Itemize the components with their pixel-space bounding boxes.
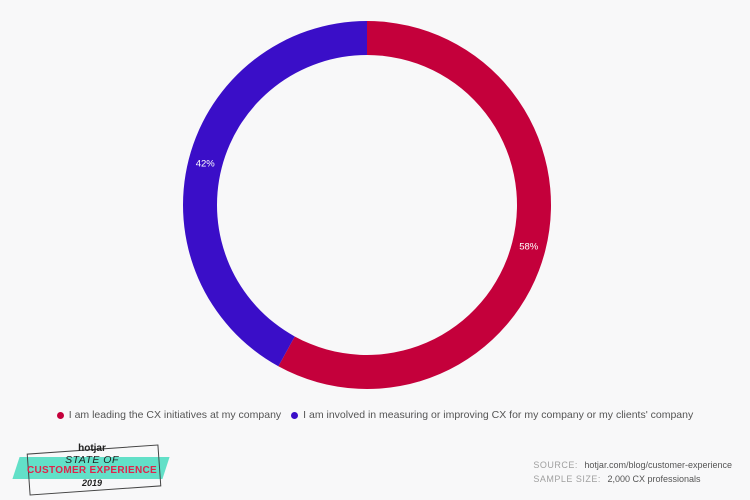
legend-dot-involved — [291, 411, 299, 419]
chart-meta: SOURCE: hotjar.com/blog/customer-experie… — [533, 458, 732, 486]
source-line: SOURCE: hotjar.com/blog/customer-experie… — [533, 458, 732, 472]
sample-size-value: 2,000 CX professionals — [607, 474, 701, 484]
slice-involved[interactable] — [183, 21, 367, 367]
sample-size-label: SAMPLE SIZE: — [533, 474, 601, 484]
legend-item-leading[interactable]: I am leading the CX initiatives at my co… — [56, 409, 282, 421]
donut-chart: 58% 42% — [183, 21, 552, 389]
sample-size-line: SAMPLE SIZE: 2,000 CX professionals — [533, 472, 732, 486]
source-value: hotjar.com/blog/customer-experience — [584, 460, 732, 470]
legend-dot-leading — [56, 411, 64, 419]
slice-label-involved: 42% — [196, 158, 216, 169]
slice-label-leading: 58% — [519, 242, 539, 253]
hotjar-report-badge: hotjar STATE OF CUSTOMER EXPERIENCE 2019 — [12, 443, 172, 496]
source-label: SOURCE: — [533, 460, 578, 470]
badge-year: 2019 — [81, 478, 103, 488]
legend-label-involved: I am involved in measuring or improving … — [303, 409, 694, 421]
badge-title-line1: STATE OF — [65, 454, 119, 466]
chart-legend: I am leading the CX initiatives at my co… — [0, 409, 750, 421]
badge-title-line2: CUSTOMER EXPERIENCE — [27, 465, 157, 476]
hotjar-logo: hotjar — [78, 443, 106, 454]
legend-item-involved[interactable]: I am involved in measuring or improving … — [291, 409, 693, 421]
slice-leading[interactable] — [278, 21, 552, 389]
legend-label-leading: I am leading the CX initiatives at my co… — [68, 409, 282, 421]
